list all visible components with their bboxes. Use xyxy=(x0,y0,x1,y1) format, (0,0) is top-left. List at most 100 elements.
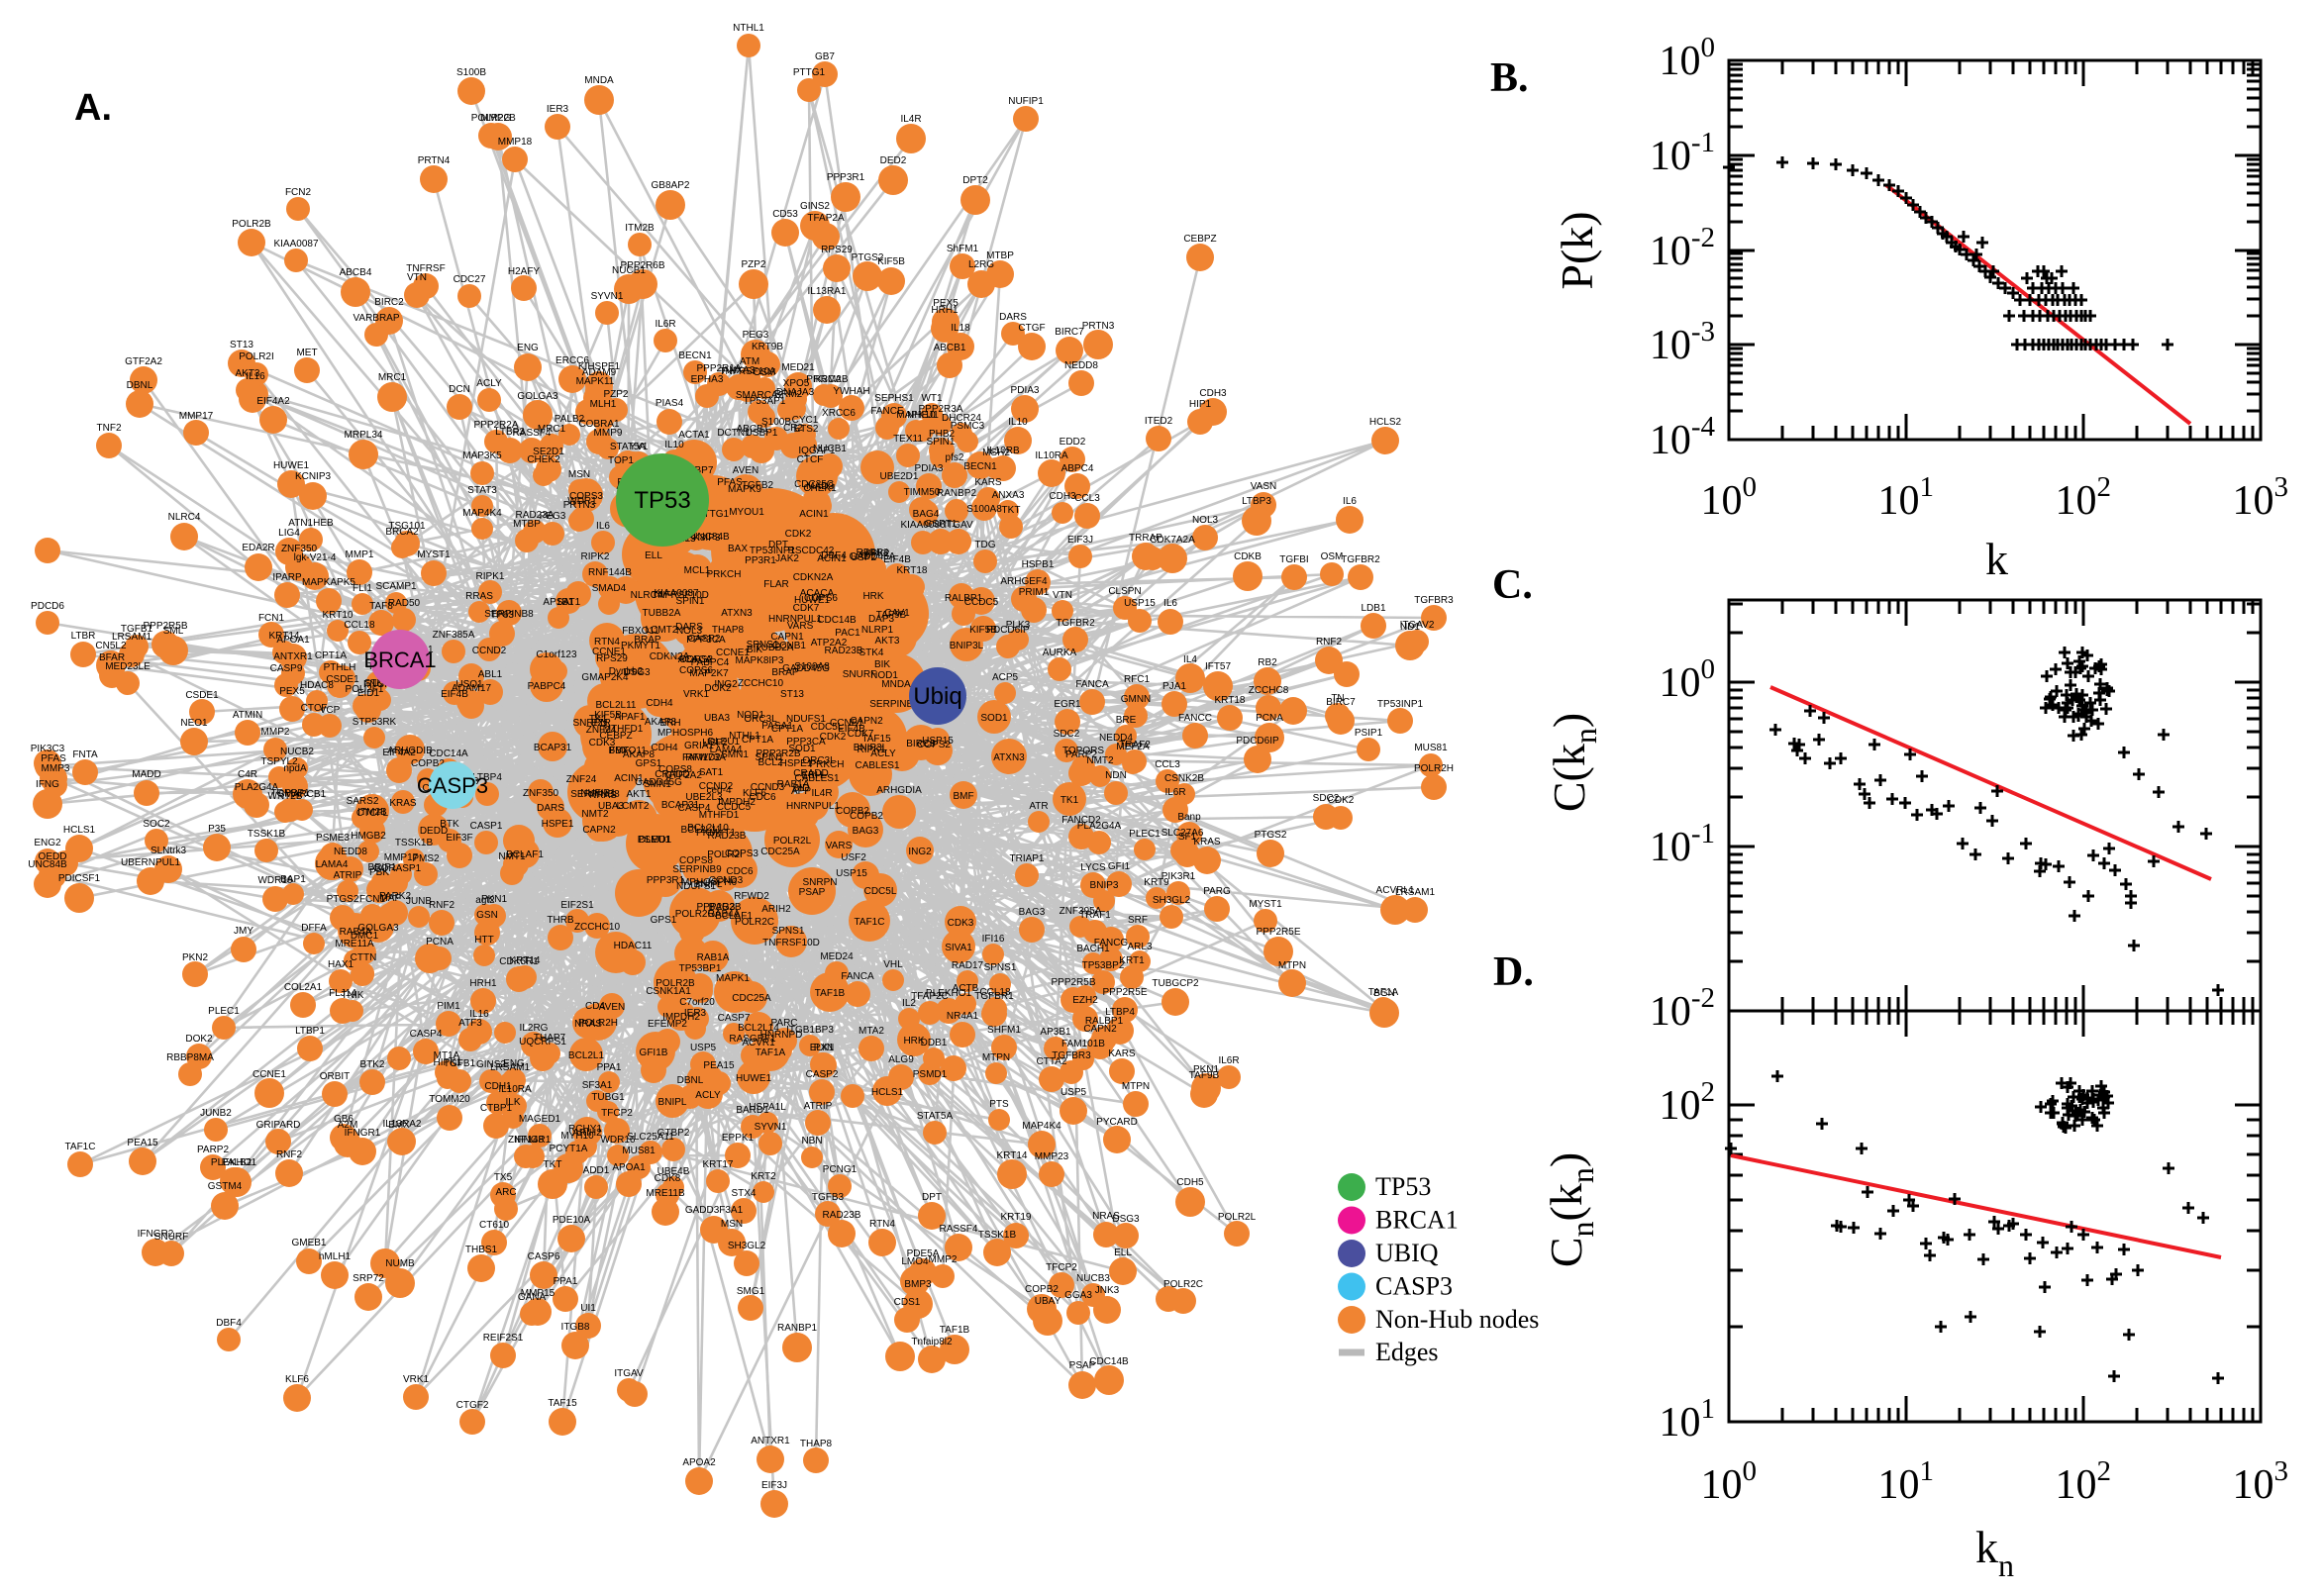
svg-text:PCNA: PCNA xyxy=(1256,713,1283,724)
svg-text:COPS3: COPS3 xyxy=(569,491,603,502)
svg-text:ZNF385A: ZNF385A xyxy=(433,630,475,641)
svg-text:MAF: MAF xyxy=(379,893,400,904)
svg-text:LTBP3: LTBP3 xyxy=(495,427,525,438)
svg-text:AKAP8: AKAP8 xyxy=(645,717,677,728)
svg-text:HRH1: HRH1 xyxy=(469,978,497,989)
svg-text:GTF2A2: GTF2A2 xyxy=(664,770,702,781)
svg-text:SOC2: SOC2 xyxy=(143,819,170,830)
svg-text:SF1: SF1 xyxy=(1178,832,1197,843)
svg-text:KARS: KARS xyxy=(974,477,1002,488)
svg-text:JNK3: JNK3 xyxy=(1095,1285,1120,1296)
svg-text:BECN1: BECN1 xyxy=(963,461,997,472)
svg-text:CAPN2: CAPN2 xyxy=(1083,1024,1117,1035)
svg-text:PLEC1: PLEC1 xyxy=(1129,829,1161,840)
svg-text:SERPINB9: SERPINB9 xyxy=(672,864,722,875)
svg-text:PDICSF1: PDICSF1 xyxy=(58,873,101,884)
svg-text:Dynlrb2: Dynlrb2 xyxy=(609,666,644,677)
svg-text:OSM: OSM xyxy=(1321,551,1344,562)
svg-text:BIRC8: BIRC8 xyxy=(906,739,936,749)
svg-text:RNF2: RNF2 xyxy=(1316,637,1343,648)
svg-text:DLEU1: DLEU1 xyxy=(639,835,671,846)
svg-text:10-2: 10-2 xyxy=(1650,222,1715,274)
svg-text:KLF6: KLF6 xyxy=(743,788,766,799)
svg-text:IL6: IL6 xyxy=(1343,496,1357,507)
svg-text:PRKCH: PRKCH xyxy=(706,569,741,580)
svg-text:JAK2: JAK2 xyxy=(775,553,799,564)
svg-text:AKAP8: AKAP8 xyxy=(623,749,656,760)
svg-text:KRT14: KRT14 xyxy=(269,631,300,642)
svg-text:NDUFS1: NDUFS1 xyxy=(676,881,716,892)
svg-text:THAP8: THAP8 xyxy=(800,1439,833,1449)
svg-text:FANCG: FANCG xyxy=(1094,938,1129,948)
svg-text:USF2: USF2 xyxy=(702,738,728,748)
svg-text:ANXA3: ANXA3 xyxy=(723,365,756,376)
svg-text:NTHL1: NTHL1 xyxy=(729,731,760,742)
svg-text:MTPN: MTPN xyxy=(1278,960,1306,971)
svg-text:CDC14B: CDC14B xyxy=(1089,1356,1129,1367)
svg-text:KRT19: KRT19 xyxy=(1001,1212,1032,1223)
svg-text:ANXA3: ANXA3 xyxy=(992,490,1025,501)
svg-text:CDK3: CDK3 xyxy=(589,738,616,748)
svg-text:TP53: TP53 xyxy=(1375,1172,1431,1201)
svg-text:GMNN: GMNN xyxy=(1121,694,1152,705)
svg-text:BCL2: BCL2 xyxy=(758,757,782,768)
svg-text:PPP2R2B: PPP2R2B xyxy=(696,902,741,913)
svg-text:ABCB4: ABCB4 xyxy=(340,267,372,278)
svg-text:OSM: OSM xyxy=(754,367,776,378)
svg-text:CAPN1: CAPN1 xyxy=(770,632,804,643)
svg-text:PTGS2: PTGS2 xyxy=(327,894,359,905)
svg-text:KIHSPE1: KIHSPE1 xyxy=(578,361,621,372)
svg-text:POU2F1: POU2F1 xyxy=(346,684,384,695)
svg-text:PKMYT1: PKMYT1 xyxy=(696,828,736,839)
svg-text:AURKA: AURKA xyxy=(1043,648,1077,658)
svg-text:LTBP4: LTBP4 xyxy=(1105,1007,1135,1018)
svg-text:PPA1: PPA1 xyxy=(554,1276,578,1287)
svg-text:CDK3: CDK3 xyxy=(948,918,974,929)
svg-text:RALBP1: RALBP1 xyxy=(945,593,983,604)
svg-text:RNF144B: RNF144B xyxy=(588,567,632,578)
svg-text:ARHGDIB: ARHGDIB xyxy=(387,746,433,756)
svg-text:SNURF: SNURF xyxy=(154,1232,188,1243)
svg-text:IL16: IL16 xyxy=(469,1009,489,1020)
svg-text:PSMD1: PSMD1 xyxy=(913,1069,948,1080)
svg-text:SYVN1: SYVN1 xyxy=(755,1122,787,1133)
svg-text:SCAMP1: SCAMP1 xyxy=(375,581,417,592)
svg-text:IL6R: IL6R xyxy=(1164,787,1185,798)
svg-text:CT610: CT610 xyxy=(479,1220,509,1231)
svg-text:TRAF1: TRAF1 xyxy=(1079,910,1111,921)
svg-text:10-1: 10-1 xyxy=(1650,127,1715,179)
svg-text:EIF3J: EIF3J xyxy=(761,1480,787,1491)
svg-text:BNIP3L: BNIP3L xyxy=(950,641,984,651)
svg-text:ZNF350: ZNF350 xyxy=(281,544,318,554)
svg-text:TOMM20: TOMM20 xyxy=(429,1094,470,1105)
svg-text:NEO1: NEO1 xyxy=(180,718,208,729)
svg-text:PARP2: PARP2 xyxy=(1065,749,1097,760)
svg-text:EGR1: EGR1 xyxy=(1054,699,1081,710)
svg-text:SOD1: SOD1 xyxy=(788,744,816,754)
svg-text:TP53INP1: TP53INP1 xyxy=(1377,699,1424,710)
svg-text:APOA1: APOA1 xyxy=(276,635,310,646)
svg-text:STK74: STK74 xyxy=(364,678,395,689)
svg-text:HRK: HRK xyxy=(862,591,883,602)
svg-text:KRT2: KRT2 xyxy=(751,1171,776,1182)
svg-text:HDAC8: HDAC8 xyxy=(300,680,334,691)
svg-text:TNFRSF10A: TNFRSF10A xyxy=(719,366,776,377)
svg-text:SMG1: SMG1 xyxy=(737,1286,765,1297)
svg-text:NHEJ1: NHEJ1 xyxy=(907,410,939,421)
svg-text:ZCCHC8: ZCCHC8 xyxy=(1249,685,1289,696)
svg-text:PLA2G4A: PLA2G4A xyxy=(1077,821,1122,832)
svg-text:XPO5: XPO5 xyxy=(783,378,810,389)
svg-text:EID1: EID1 xyxy=(357,688,380,699)
svg-text:TFAP2A: TFAP2A xyxy=(807,213,845,224)
svg-text:TP53INP1: TP53INP1 xyxy=(750,546,796,556)
svg-text:SAT1: SAT1 xyxy=(699,767,724,778)
svg-text:KRT14: KRT14 xyxy=(997,1150,1028,1161)
svg-text:TNFRSF: TNFRSF xyxy=(406,263,445,274)
svg-text:TAF1C: TAF1C xyxy=(855,917,885,928)
svg-text:PARC: PARC xyxy=(770,1018,797,1029)
svg-text:TOPBP1: TOPBP1 xyxy=(270,788,310,799)
svg-text:MAGED1: MAGED1 xyxy=(519,1114,561,1125)
svg-text:KRT1: KRT1 xyxy=(1119,955,1145,966)
svg-text:FANCC: FANCC xyxy=(1178,713,1212,724)
svg-text:COPB2: COPB2 xyxy=(836,806,869,817)
